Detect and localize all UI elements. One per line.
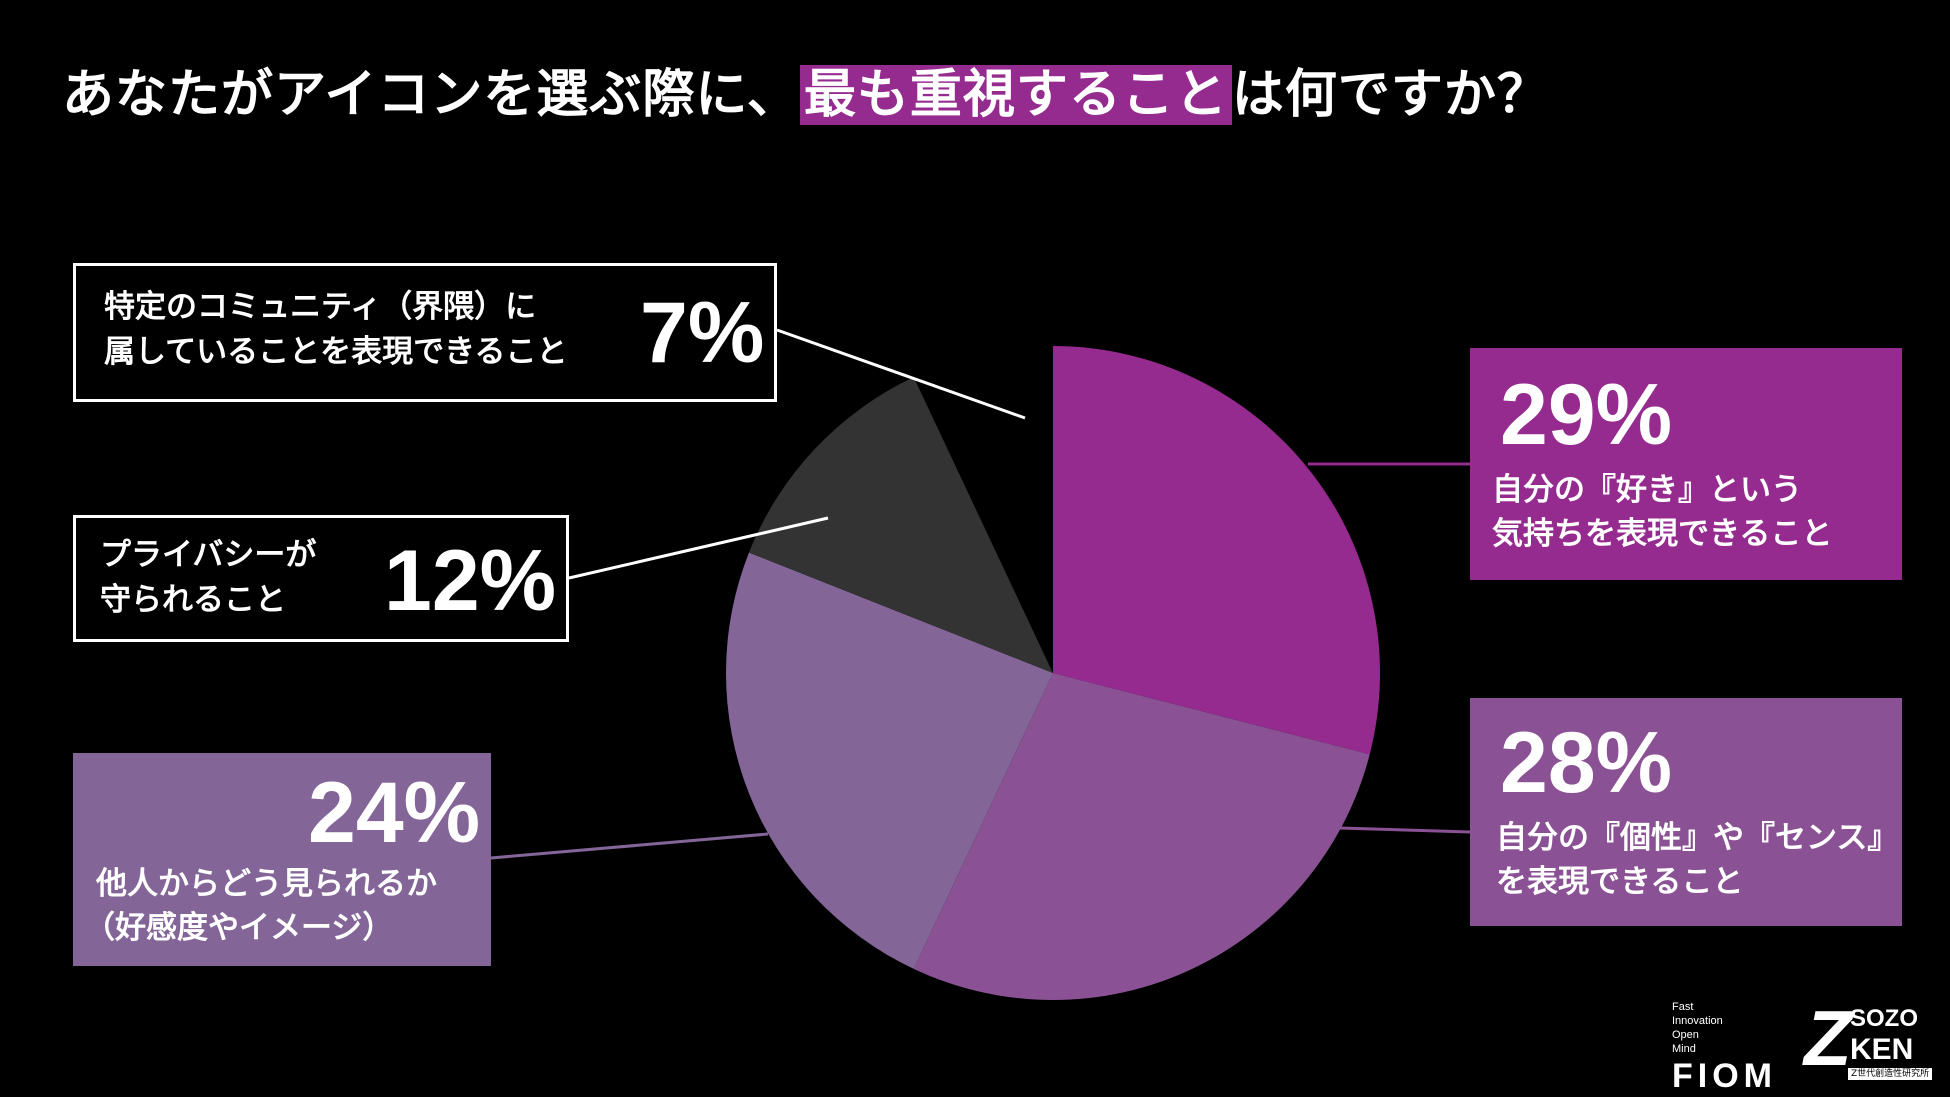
sozoken-logo-z: Z [1804,994,1852,1082]
pct-privacy: 12% [384,533,557,629]
fiom-logo-wordmark: FIOM [1672,1057,1777,1095]
label-perception-1: 他人からどう見られるか [96,866,437,902]
label-privacy-2: 守られること [100,582,286,618]
label-privacy-1: プライバシーが [100,537,317,573]
leader-individuality [1339,826,1471,834]
callout-box-privacy [73,515,569,642]
slice-perception [725,552,1053,969]
label-individuality-2: を表現できること [1496,864,1744,900]
leader-community [776,328,1026,420]
pct-perception: 24% [308,765,481,861]
pct-individuality: 28% [1500,715,1673,811]
callout-box-perception [73,753,491,966]
leader-privacy [568,516,829,580]
slice-individuality [913,673,1370,1001]
label-favorite-1: 自分の『好き』という [1492,472,1802,508]
label-favorite-2: 気持ちを表現できること [1492,516,1833,552]
fiom-logo-line-2: Innovation [1672,1015,1723,1027]
pct-community: 7% [640,285,765,381]
label-perception-2: （好感度やイメージ） [84,910,394,946]
fiom-logo-line-3: Open [1672,1029,1699,1041]
sozoken-logo-bottom: KEN [1850,1033,1914,1066]
label-individuality-1: 自分の『個性』や『センス』 [1496,820,1899,856]
label-community-2: 属していることを表現できること [104,334,568,370]
slice-privacy [748,377,1053,673]
fiom-logo-line-1: Fast [1672,1001,1694,1013]
callout-box-individuality [1470,698,1902,926]
label-community-1: 特定のコミュニティ（界隈）に [104,289,537,325]
slice-community [913,346,1053,673]
callout-box-community [73,263,777,402]
pct-favorite: 29% [1500,367,1673,463]
fiom-logo-line-4: Mind [1672,1043,1696,1055]
slice-favorite [1053,346,1381,755]
leader-perception [490,832,769,860]
title-highlight: 最も重視すること [799,65,1232,125]
fiom-logo: Fast Innovation Open Mind FIOM [1672,1000,1777,1094]
page-title: あなたがアイコンを選ぶ際に、最も重視することは何ですか？ [62,52,1550,127]
callout-box-favorite [1470,348,1902,580]
sozoken-logo-sub: Z世代創造性研究所 [1848,1068,1933,1080]
sozoken-logo-top: SOZO [1850,1005,1919,1032]
title-after: は何ですか？ [1231,65,1550,125]
title-before: あなたがアイコンを選ぶ際に、 [62,65,800,125]
